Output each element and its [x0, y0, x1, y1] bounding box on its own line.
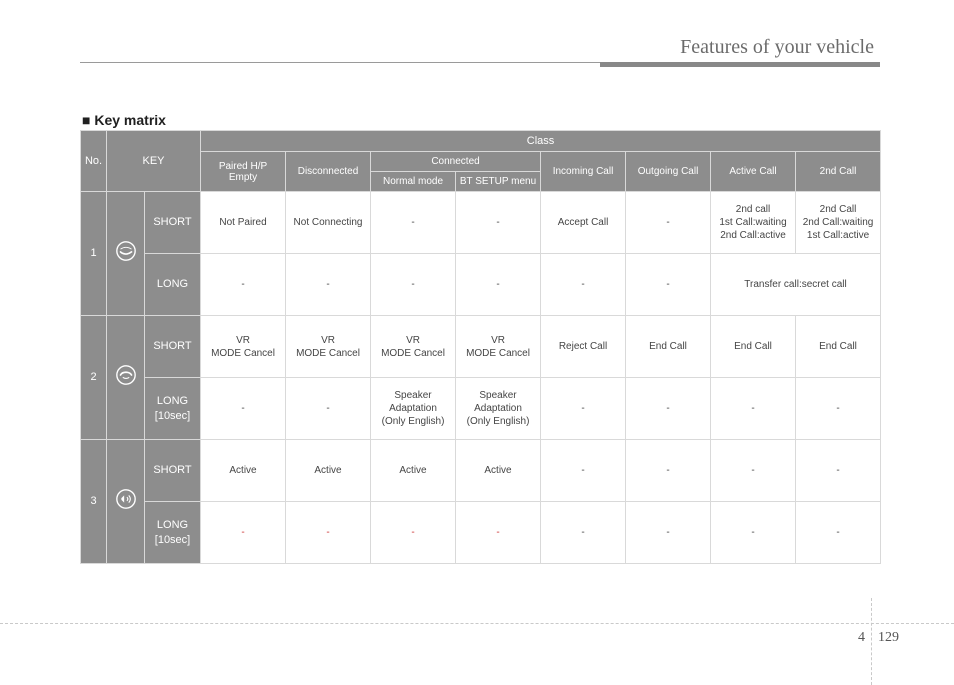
section-title: ■ Key matrix [82, 112, 166, 128]
cell: - [541, 502, 626, 564]
key-3-icon-cell [107, 440, 145, 564]
th-incoming-call: Incoming Call [541, 152, 626, 192]
table-row: LONG[10sec] - - SpeakerAdaptation(Only E… [81, 378, 881, 440]
cell: VRMODE Cancel [371, 316, 456, 378]
cell: Reject Call [541, 316, 626, 378]
cell: SpeakerAdaptation(Only English) [371, 378, 456, 440]
press-short-3: SHORT [145, 440, 201, 502]
section-title-prefix: ■ [82, 112, 94, 128]
cell: Active [286, 440, 371, 502]
th-normal-mode: Normal mode [371, 172, 456, 192]
th-bt-setup-menu: BT SETUP menu [456, 172, 541, 192]
th-2nd-call: 2nd Call [796, 152, 881, 192]
cell: Accept Call [541, 192, 626, 254]
cell: - [201, 502, 286, 564]
cell: SpeakerAdaptation(Only English) [456, 378, 541, 440]
phone-icon [115, 240, 137, 262]
table-row: 2 SHORT VRMODE Cancel VRMODE Cancel VRMO… [81, 316, 881, 378]
cell: - [626, 254, 711, 316]
table-row: LONG[10sec] - - - - - - - - [81, 502, 881, 564]
cell: 2nd call1st Call:waiting2nd Call:active [711, 192, 796, 254]
cell: - [711, 502, 796, 564]
table-row: 3 SHORT Active Active Active Active - - … [81, 440, 881, 502]
band-dark [600, 62, 880, 67]
speaker-icon [115, 488, 137, 510]
cell: - [626, 440, 711, 502]
table-row: LONG - - - - - - Transfer call:secret ca… [81, 254, 881, 316]
press-long10-3: LONG[10sec] [145, 502, 201, 564]
cell: - [711, 440, 796, 502]
band-light [80, 62, 600, 63]
cell: - [456, 254, 541, 316]
cell: - [371, 502, 456, 564]
key-2-icon-cell [107, 316, 145, 440]
table-row: 1 SHORT Not Paired Not Connecting - - Ac… [81, 192, 881, 254]
cell: - [796, 378, 881, 440]
th-outgoing-call: Outgoing Call [626, 152, 711, 192]
cell: - [286, 502, 371, 564]
cell: Not Paired [201, 192, 286, 254]
cell: - [541, 440, 626, 502]
cell: - [456, 192, 541, 254]
cell: - [371, 254, 456, 316]
row-num-3: 3 [81, 440, 107, 564]
cell: Active [371, 440, 456, 502]
th-key: KEY [107, 131, 201, 192]
voice-icon [115, 364, 137, 386]
cell: - [371, 192, 456, 254]
press-short-1: SHORT [145, 192, 201, 254]
th-connected: Connected [371, 152, 541, 172]
cell: End Call [711, 316, 796, 378]
footer-page-number: 129 [878, 630, 899, 646]
cell: - [626, 378, 711, 440]
cell: Not Connecting [286, 192, 371, 254]
cell: - [796, 440, 881, 502]
press-long10-2: LONG[10sec] [145, 378, 201, 440]
page: { "chapter": { "title": "Features of you… [0, 0, 954, 685]
cell: - [711, 378, 796, 440]
key-matrix-table: No. KEY Class Paired H/PEmpty Disconnect… [80, 130, 881, 564]
cell: VRMODE Cancel [456, 316, 541, 378]
row-num-1: 1 [81, 192, 107, 316]
cell-transfer: Transfer call:secret call [711, 254, 881, 316]
cell: - [286, 254, 371, 316]
cell: End Call [796, 316, 881, 378]
footer-rule [0, 623, 954, 624]
th-active-call: Active Call [711, 152, 796, 192]
key-1-icon-cell [107, 192, 145, 316]
cell: - [201, 254, 286, 316]
th-class: Class [201, 131, 881, 152]
cell: - [626, 502, 711, 564]
press-short-2: SHORT [145, 316, 201, 378]
cell: - [541, 254, 626, 316]
th-paired-hp-empty: Paired H/PEmpty [201, 152, 286, 192]
cell: - [456, 502, 541, 564]
cell: Active [201, 440, 286, 502]
cell: - [626, 192, 711, 254]
cell: - [796, 502, 881, 564]
cell: - [201, 378, 286, 440]
row-num-2: 2 [81, 316, 107, 440]
cell: VRMODE Cancel [201, 316, 286, 378]
chapter-title: Features of your vehicle [680, 36, 874, 59]
press-long-1: LONG [145, 254, 201, 316]
cell: - [286, 378, 371, 440]
cell: End Call [626, 316, 711, 378]
th-no: No. [81, 131, 107, 192]
cell: VRMODE Cancel [286, 316, 371, 378]
footer-vertical-rule [871, 598, 872, 685]
cell: - [541, 378, 626, 440]
section-title-text: Key matrix [94, 112, 166, 128]
cell: Active [456, 440, 541, 502]
footer-section-number: 4 [858, 630, 865, 646]
th-disconnected: Disconnected [286, 152, 371, 192]
chapter-band [80, 62, 880, 70]
cell: 2nd Call2nd Call:waiting1st Call:active [796, 192, 881, 254]
